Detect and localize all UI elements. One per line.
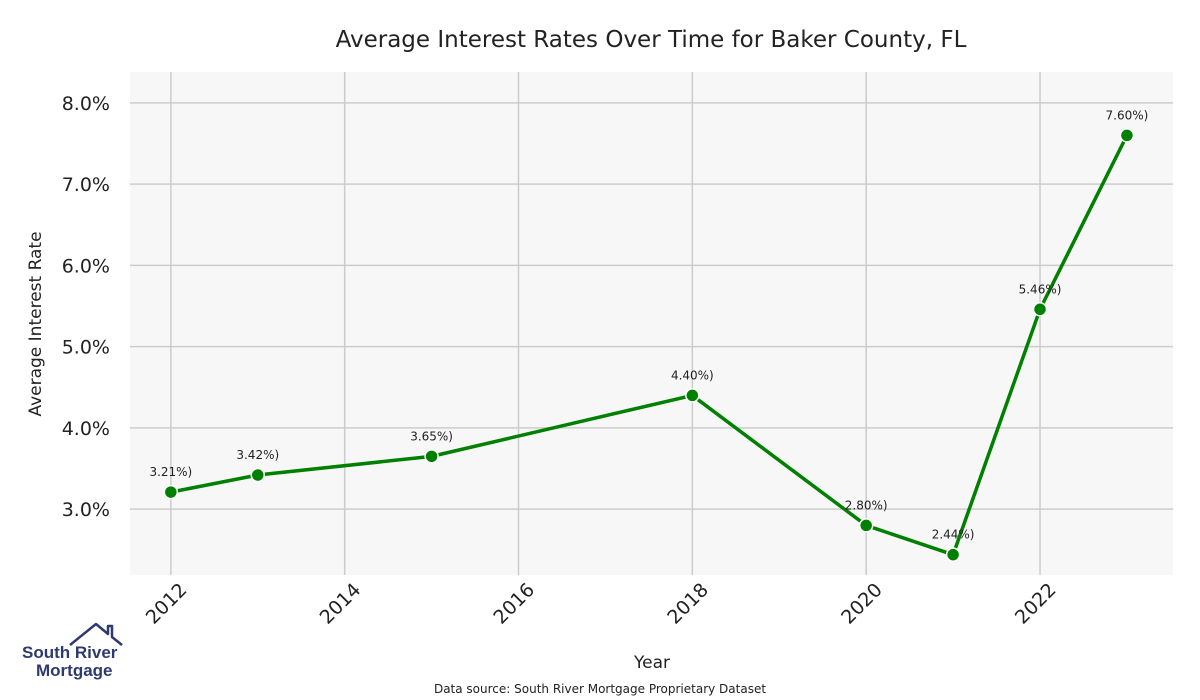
data-label: 7.60%) — [1106, 108, 1149, 122]
y-axis-label: Average Interest Rate — [26, 231, 46, 416]
x-tick-label: 2014 — [316, 579, 366, 629]
data-point — [1032, 302, 1048, 317]
data-label: 5.46%) — [1019, 282, 1062, 296]
data-label: 3.21%) — [149, 465, 192, 479]
chart-title: Average Interest Rates Over Time for Bak… — [336, 27, 967, 53]
data-label: 2.80%) — [845, 498, 888, 512]
plot-area — [130, 72, 1173, 575]
data-point — [163, 484, 179, 500]
data-point — [685, 388, 700, 403]
y-tick-label: 7.0% — [62, 174, 110, 196]
x-tick-label: 2012 — [142, 579, 192, 629]
data-label: 2.44%) — [932, 528, 975, 542]
data-point — [250, 467, 266, 483]
x-tick-label: 2020 — [837, 579, 887, 629]
house-roof-icon — [69, 622, 123, 646]
data-points — [163, 128, 1135, 562]
series-line-group — [170, 134, 1129, 557]
y-tick-label: 5.0% — [62, 337, 110, 359]
y-axis-ticks: 3.0% 4.0% 5.0% 6.0% 7.0% 8.0% — [62, 93, 110, 521]
brand-logo: South River Mortgage — [22, 622, 123, 680]
x-axis-ticks: 2012 2014 2016 2018 2020 2022 — [142, 579, 1061, 629]
data-point — [1119, 128, 1135, 143]
data-source-note: Data source: South River Mortgage Propri… — [434, 682, 766, 696]
x-axis-label: Year — [633, 653, 670, 673]
data-label: 3.42%) — [236, 448, 279, 462]
series-line — [170, 134, 1129, 557]
data-point — [945, 547, 961, 562]
x-tick-label: 2018 — [663, 579, 713, 629]
data-point — [858, 518, 874, 533]
x-tick-label: 2022 — [1011, 579, 1061, 629]
y-tick-label: 6.0% — [62, 255, 110, 277]
data-labels: 3.21%) 3.42%) 3.65%) 4.40%) 2.80%) 2.44%) 5.46… — [149, 108, 1148, 541]
x-tick-label: 2016 — [489, 579, 539, 629]
y-tick-label: 4.0% — [62, 418, 110, 440]
y-tick-label: 3.0% — [62, 499, 110, 521]
data-label: 3.65%) — [410, 429, 453, 443]
grid-lines — [130, 72, 1173, 575]
data-point — [424, 449, 439, 464]
data-label: 4.40%) — [671, 368, 714, 382]
y-tick-label: 8.0% — [62, 93, 110, 115]
logo-line-1: South River — [22, 643, 118, 662]
logo-line-2: Mortgage — [36, 661, 113, 680]
